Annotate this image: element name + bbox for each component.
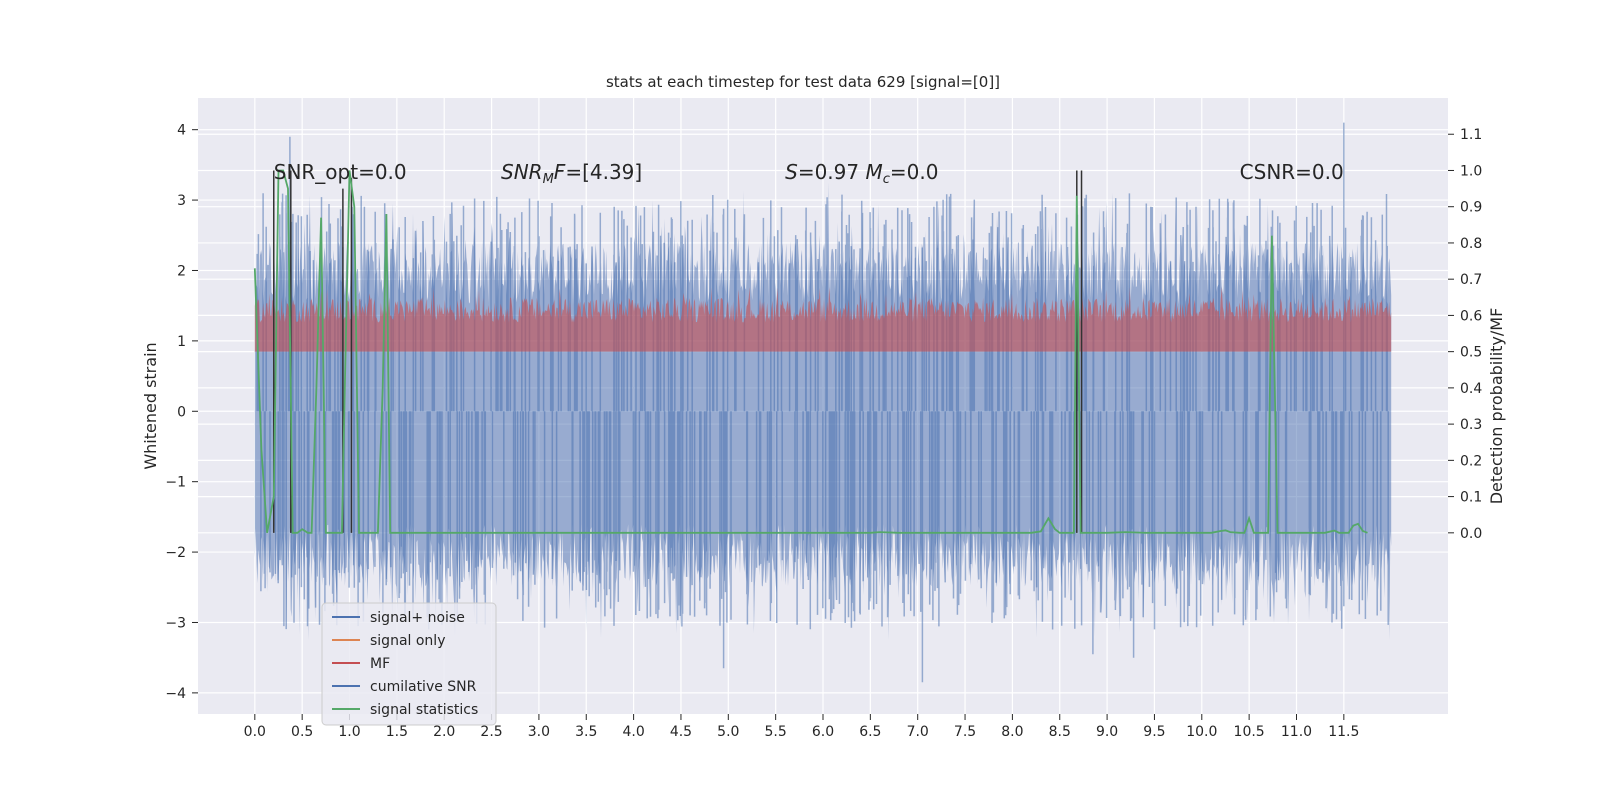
- y-right-tick-label: 1.1: [1460, 127, 1482, 143]
- y-right-tick-label: 1.0: [1460, 163, 1482, 179]
- x-axis-ticks: 0.0 0.5 1.0 1.5 2.0 2.5 3.0 3.5 4.0 4.5 5.0 5.5 6.0 6…: [244, 714, 1359, 740]
- x-tick-label: 10.0: [1186, 724, 1217, 740]
- y-right-tick-label: 0.6: [1460, 308, 1482, 324]
- x-tick-label: 0.5: [291, 724, 313, 740]
- series-signal-statistics: [253, 169, 1368, 534]
- y-right-tick-label: 0.8: [1460, 236, 1482, 252]
- y-axis-right-label: Detection probability/MF: [1487, 308, 1506, 505]
- y-right-tick-label: 0.1: [1460, 490, 1482, 506]
- x-tick-label: 1.5: [386, 724, 408, 740]
- y-axis-label: Whitened strain: [141, 342, 160, 469]
- x-tick-label: 0.0: [244, 724, 266, 740]
- series-line-signal-statistics: [253, 169, 1368, 534]
- y-right-tick-label: 0.7: [1460, 272, 1482, 288]
- annotations: SNR_opt=0.0 SNRMF=[4.39] S=0.97 Mc=0.0 CSNR…: [274, 160, 1344, 187]
- x-tick-label: 8.0: [1001, 724, 1023, 740]
- x-tick-label: 4.5: [670, 724, 692, 740]
- y-right-tick-label: 0.9: [1460, 200, 1482, 216]
- x-tick-label: 2.5: [480, 724, 502, 740]
- legend-box: [321, 602, 497, 726]
- x-tick-label: 5.5: [765, 724, 787, 740]
- x-tick-label: 6.5: [859, 724, 881, 740]
- legend-label: MF: [370, 656, 390, 672]
- y-right-tick-label: 0.0: [1460, 526, 1482, 542]
- x-tick-label: 7.5: [954, 724, 976, 740]
- y-right-tick-label: 0.2: [1460, 453, 1482, 469]
- y-right-tick-label: 0.3: [1460, 417, 1482, 433]
- legend-label: signal only: [370, 633, 445, 649]
- x-tick-label: 1.0: [338, 724, 360, 740]
- y-axis-right-ticks: 0.0 0.1 0.2 0.3 0.4 0.5 0.6 0.7 0.8 0.9 1.0 1.1: [1448, 127, 1482, 542]
- legend-label: cumilative SNR: [370, 679, 477, 695]
- x-tick-label: 5.0: [717, 724, 739, 740]
- x-tick-label: 9.0: [1096, 724, 1118, 740]
- y-right-tick-label: 0.4: [1460, 381, 1482, 397]
- legend-label: signal+ noise: [370, 610, 465, 626]
- y-tick-label: 1: [177, 334, 186, 350]
- annotation-snr-mf: SNRMF=[4.39]: [501, 160, 642, 187]
- chart-title: stats at each timestep for test data 629…: [606, 73, 1000, 91]
- x-tick-label: 7.0: [907, 724, 929, 740]
- x-tick-label: 3.0: [528, 724, 550, 740]
- series-area-mf: [254, 286, 1392, 352]
- legend: signal+ noise signal only MF cumilative SNR…: [321, 602, 497, 726]
- y-tick-label: −3: [165, 615, 186, 631]
- annotation-s-mc: S=0.97 Mc=0.0: [785, 160, 938, 187]
- y-tick-label: 2: [177, 263, 186, 279]
- x-tick-label: 4.0: [622, 724, 644, 740]
- y-axis-ticks: −4 −3 −2 −1 0 1 2 3 4: [165, 123, 198, 702]
- y-tick-label: −4: [165, 686, 186, 702]
- y-right-tick-label: 0.5: [1460, 345, 1482, 361]
- x-tick-label: 10.5: [1234, 724, 1265, 740]
- x-tick-label: 11.5: [1328, 724, 1359, 740]
- y-tick-label: 0: [177, 404, 186, 420]
- x-tick-label: 8.5: [1049, 724, 1071, 740]
- x-tick-label: 6.0: [812, 724, 834, 740]
- y-tick-label: 4: [177, 123, 186, 139]
- x-tick-label: 11.0: [1281, 724, 1312, 740]
- series-signal-plus-noise: [254, 122, 1392, 683]
- annotation-csnr: CSNR=0.0: [1240, 160, 1344, 184]
- x-tick-label: 3.5: [575, 724, 597, 740]
- x-tick-label: 9.5: [1143, 724, 1165, 740]
- y-tick-label: 3: [177, 193, 186, 209]
- annotation-snr-opt: SNR_opt=0.0: [274, 160, 407, 184]
- legend-label: signal statistics: [370, 702, 478, 718]
- y-tick-label: −2: [165, 545, 186, 561]
- y-tick-label: −1: [165, 475, 186, 491]
- x-tick-label: 2.0: [433, 724, 455, 740]
- series-mf: [254, 286, 1392, 352]
